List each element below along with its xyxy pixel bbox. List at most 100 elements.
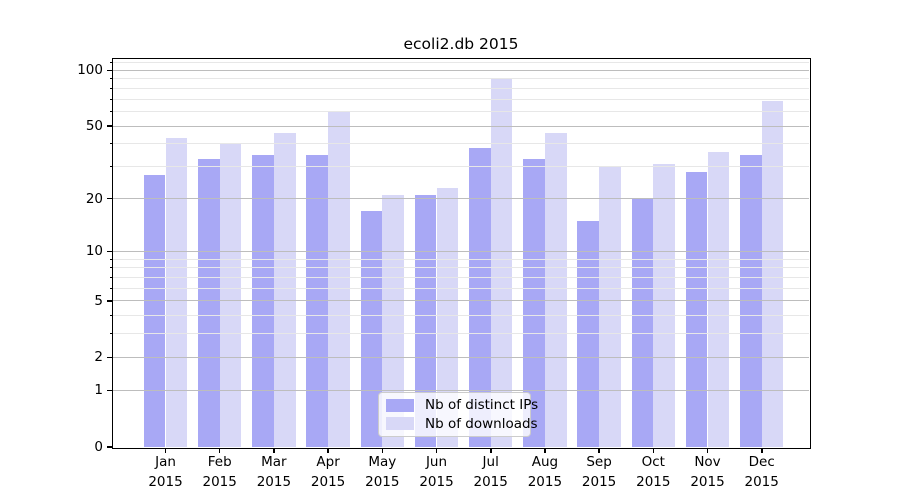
x-tick-month: Nov <box>694 454 721 470</box>
y-minor-tick <box>110 287 113 289</box>
x-tick <box>164 448 167 453</box>
bar-distinct-ips-jan <box>143 175 166 447</box>
gridline-major <box>113 69 809 71</box>
x-tick <box>218 448 221 453</box>
y-tick <box>107 356 113 359</box>
x-tick-month: Mar <box>261 454 287 470</box>
legend-label: Nb of distinct IPs <box>425 397 539 414</box>
y-minor-tick <box>110 276 113 278</box>
bar-distinct-ips-feb <box>198 159 220 447</box>
x-tick <box>435 448 438 453</box>
x-tick-month: Jun <box>425 454 448 470</box>
y-minor-tick <box>110 166 113 168</box>
y-tick <box>107 300 113 302</box>
gridline-major <box>113 125 809 127</box>
x-tick <box>273 448 275 453</box>
y-tick-label: 2 <box>94 349 103 366</box>
x-tick-label: May 2015 <box>351 453 413 492</box>
x-tick-year: 2015 <box>256 473 292 490</box>
y-minor-tick <box>110 87 113 89</box>
bar-distinct-ips-nov <box>685 172 708 447</box>
bar-downloads-apr <box>328 111 350 447</box>
x-tick-month: Apr <box>316 454 340 470</box>
x-tick-month: Sep <box>586 454 612 470</box>
bar-distinct-ips-jun <box>414 194 437 447</box>
legend-swatch-distinct-ips <box>386 399 414 412</box>
y-tick-label: 20 <box>85 190 103 207</box>
x-tick <box>652 448 654 453</box>
x-tick-year: 2015 <box>202 473 237 490</box>
gridline-minor <box>113 62 809 64</box>
bar-distinct-ips-aug <box>523 159 545 447</box>
x-tick-label: Nov 2015 <box>677 453 739 492</box>
bar-downloads-jul <box>490 77 513 447</box>
gridline-minor <box>113 267 809 269</box>
x-tick-year: 2015 <box>310 473 346 490</box>
y-tick-label: 0 <box>94 439 103 455</box>
x-tick-label: Aug 2015 <box>514 453 576 492</box>
bar-downloads-aug <box>544 132 567 447</box>
x-tick <box>544 448 546 453</box>
legend-item-distinct-ips: Nb of distinct IPs <box>386 397 538 413</box>
gridline-minor <box>113 333 809 335</box>
gridline-major <box>113 250 809 252</box>
y-minor-tick <box>110 98 113 100</box>
x-tick-month: May <box>368 454 397 470</box>
bar-distinct-ips-jul <box>469 148 491 447</box>
y-minor-tick <box>110 315 113 317</box>
bar-downloads-jun <box>436 187 459 447</box>
y-tick <box>107 250 113 252</box>
y-tick <box>107 446 113 448</box>
y-minor-tick <box>110 62 113 64</box>
gridline-minor <box>113 98 809 100</box>
gridline-minor <box>113 143 809 145</box>
x-tick-year: 2015 <box>148 473 183 490</box>
y-tick <box>107 125 113 127</box>
gridline-major <box>113 197 809 199</box>
bar-downloads-jan <box>165 138 188 447</box>
y-tick-label: 1 <box>94 382 103 399</box>
x-tick <box>381 448 384 453</box>
x-tick-month: Jul <box>482 454 499 470</box>
x-tick-label: Mar 2015 <box>243 453 305 492</box>
gridline-minor <box>113 78 809 80</box>
x-tick <box>706 448 709 453</box>
x-tick <box>490 448 492 453</box>
y-tick-label: 10 <box>85 243 103 260</box>
x-tick-year: 2015 <box>473 473 508 490</box>
gridline-major <box>113 356 809 358</box>
legend-swatch-downloads <box>386 417 414 430</box>
x-tick-month: Oct <box>641 454 665 470</box>
y-tick-label: 50 <box>85 118 103 135</box>
gridline-minor <box>113 315 809 317</box>
gridline-minor <box>113 287 809 289</box>
x-tick <box>327 448 329 453</box>
bar-downloads-sep <box>599 166 621 447</box>
x-tick-label: Jul 2015 <box>460 453 522 492</box>
gridline-minor <box>113 111 809 112</box>
x-tick-year: 2015 <box>744 473 779 490</box>
y-tick-label: 5 <box>94 292 103 309</box>
y-tick <box>107 197 113 200</box>
bar-distinct-ips-may <box>360 211 383 447</box>
legend-label: Nb of downloads <box>425 415 538 432</box>
x-tick-label: Feb 2015 <box>189 453 251 492</box>
y-tick <box>107 69 113 72</box>
x-tick-month: Dec <box>748 454 775 470</box>
y-minor-tick <box>110 78 113 80</box>
x-tick-month: Aug <box>531 454 559 470</box>
x-tick-year: 2015 <box>365 473 400 490</box>
x-tick <box>761 448 763 453</box>
y-minor-tick <box>110 258 113 260</box>
x-tick <box>598 448 600 453</box>
gridline-major <box>113 389 809 391</box>
x-tick-label: Apr 2015 <box>297 453 359 492</box>
gridline-minor <box>113 166 809 168</box>
gridline-minor <box>113 276 809 278</box>
bar-downloads-mar <box>273 132 296 447</box>
y-minor-tick <box>110 333 113 335</box>
bar-downloads-oct <box>653 164 675 447</box>
bar-downloads-dec <box>761 101 784 447</box>
gridline-minor <box>113 258 809 260</box>
